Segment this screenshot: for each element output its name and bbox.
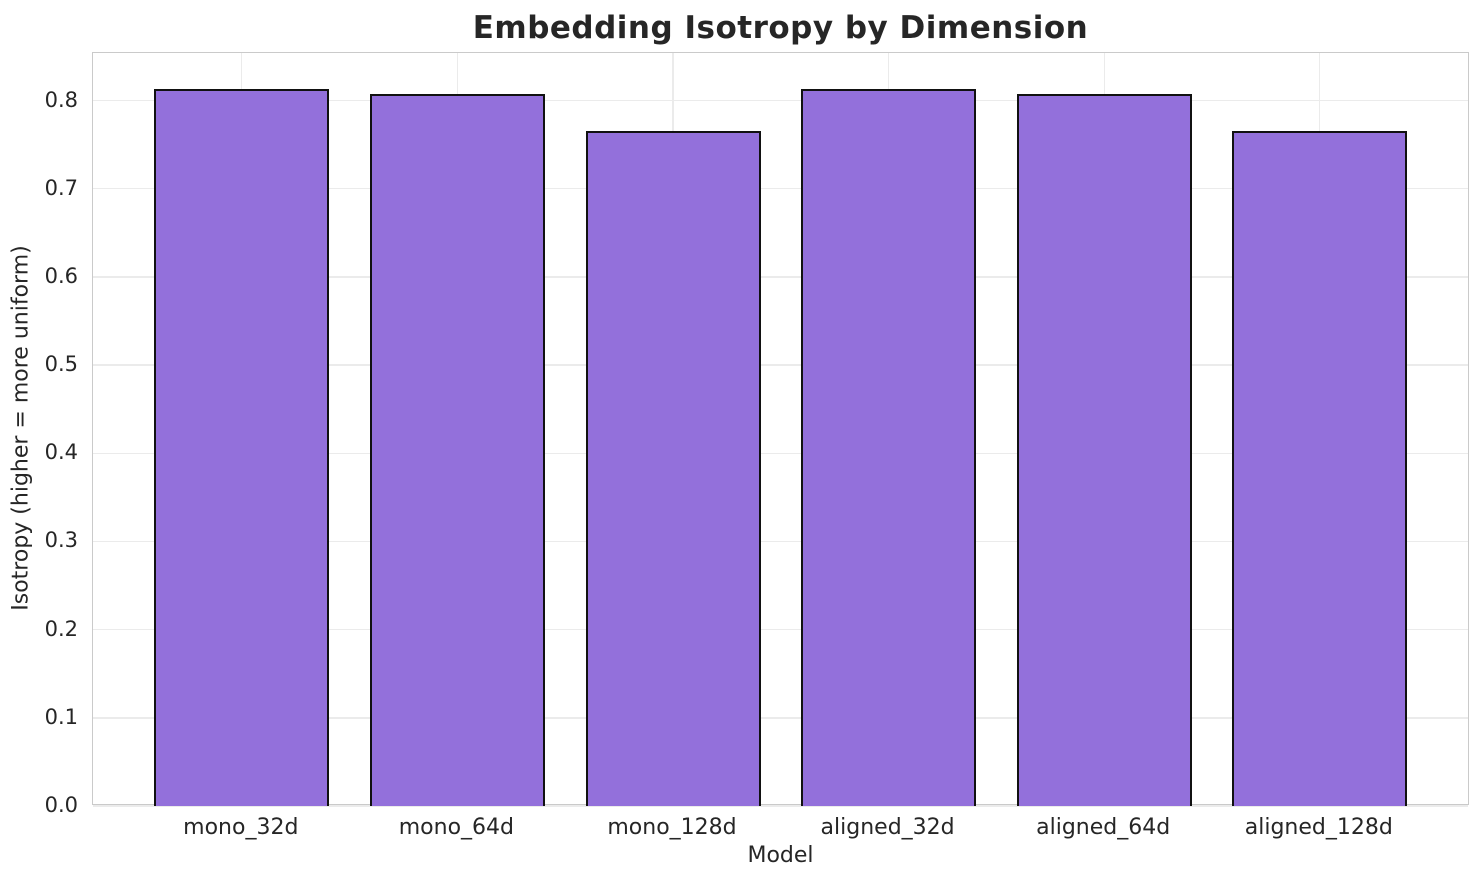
y-tick-label: 0.7 (44, 175, 78, 200)
y-tick-label: 0.5 (44, 352, 78, 377)
y-tick-label: 0.1 (44, 704, 78, 729)
y-tick-label: 0.8 (44, 87, 78, 112)
x-tick-label: aligned_128d (1244, 815, 1393, 840)
x-tick-label: mono_128d (607, 815, 737, 840)
y-tick-label: 0.0 (44, 793, 78, 817)
gridline-horizontal (93, 364, 1468, 366)
y-tick-label: 0.4 (44, 440, 78, 465)
y-axis-label: Isotropy (higher = more uniform) (8, 245, 34, 611)
gridline-horizontal (93, 452, 1468, 454)
bar-aligned_32d (801, 89, 977, 806)
y-tick-label: 0.3 (44, 528, 78, 553)
gridline-horizontal (93, 628, 1468, 631)
chart-title: Embedding Isotropy by Dimension (472, 10, 1089, 46)
gridline-horizontal (93, 717, 1468, 719)
gridline-horizontal (93, 188, 1468, 190)
bar-aligned_64d (1016, 94, 1192, 806)
x-tick-label: aligned_64d (1036, 815, 1171, 840)
gridline-horizontal (93, 540, 1468, 543)
bar-mono_64d (369, 94, 545, 806)
gridline-horizontal (93, 99, 1468, 102)
y-tick-label: 0.6 (44, 263, 78, 288)
bar-mono_32d (154, 89, 330, 806)
gridline-horizontal (93, 805, 1468, 807)
y-tick-label: 0.2 (44, 616, 78, 641)
gridline-horizontal (93, 276, 1468, 278)
bar-aligned_128d (1232, 131, 1408, 806)
x-tick-label: aligned_32d (820, 815, 955, 840)
x-axis-label: Model (747, 843, 814, 868)
bar-mono_128d (585, 131, 761, 806)
plot-area (92, 52, 1469, 807)
x-tick-label: mono_64d (398, 815, 515, 840)
x-tick-label: mono_32d (183, 815, 299, 840)
